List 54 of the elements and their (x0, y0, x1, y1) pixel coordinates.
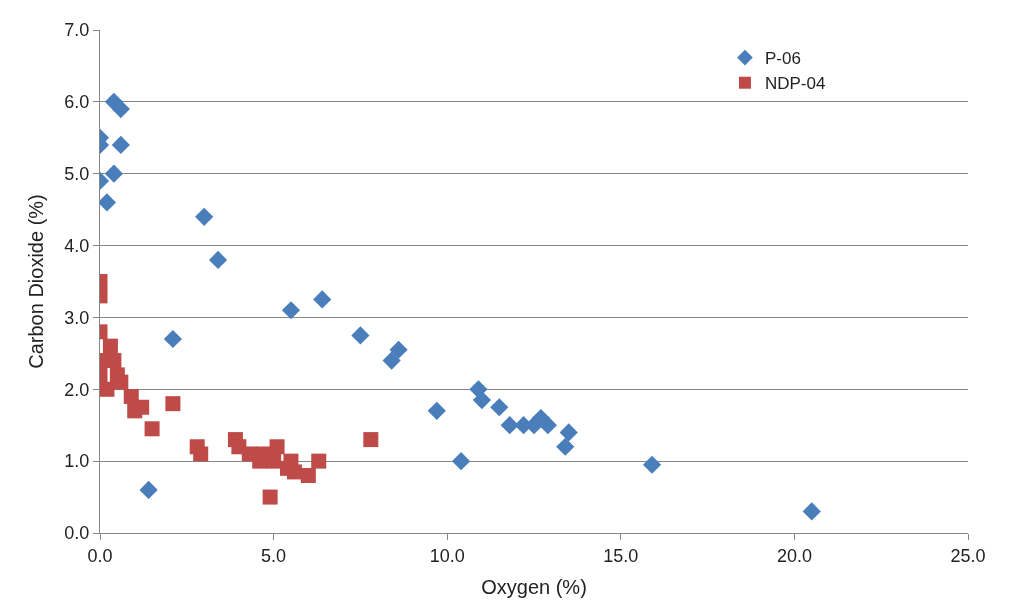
point (490, 398, 509, 417)
point (144, 421, 160, 437)
point (363, 432, 379, 448)
point (642, 455, 662, 474)
point (427, 401, 446, 420)
point (195, 207, 214, 226)
legend-label: NDP-04 (764, 74, 826, 94)
point (113, 374, 129, 390)
y-tick-label: 2.0 (64, 379, 90, 400)
y-tick-label: 0.0 (64, 523, 90, 544)
point (300, 468, 316, 484)
point (111, 99, 130, 119)
point (100, 381, 115, 397)
y-axis-title: Carbon Dioxide (%) (24, 194, 47, 369)
point (382, 351, 401, 370)
x-tick-label: 0.0 (87, 545, 113, 566)
point (311, 453, 327, 469)
y-tick-label: 4.0 (64, 235, 90, 256)
point (111, 135, 130, 155)
x-tick-label: 15.0 (603, 545, 639, 566)
point (104, 164, 123, 183)
x-tick-label: 20.0 (776, 545, 812, 566)
point (286, 464, 302, 480)
x-tick-label: 5.0 (261, 545, 287, 566)
point (193, 446, 209, 462)
point (281, 301, 301, 320)
point (100, 193, 117, 212)
point (451, 452, 471, 471)
y-tick-label: 3.0 (64, 307, 90, 328)
point (102, 338, 118, 354)
x-axis-title: Oxygen (%) (481, 576, 587, 599)
point (208, 250, 228, 270)
y-tick-label: 5.0 (64, 164, 90, 185)
point (472, 390, 492, 410)
point (269, 439, 285, 455)
point (559, 423, 578, 442)
point (313, 290, 332, 309)
point (165, 396, 181, 412)
point (500, 416, 519, 435)
y-tick-label: 6.0 (64, 92, 90, 113)
y-tick-label: 7.0 (64, 20, 90, 41)
point (351, 326, 370, 345)
point (163, 329, 183, 349)
legend-label: P-06 (764, 49, 801, 69)
point (266, 453, 282, 469)
point (106, 353, 122, 369)
point (802, 502, 821, 521)
x-tick-label: 10.0 (429, 545, 465, 566)
x-tick-label: 25.0 (950, 545, 986, 566)
point (139, 480, 158, 499)
point (389, 340, 408, 359)
point (262, 489, 278, 505)
point (556, 437, 575, 456)
y-tick-label: 1.0 (64, 451, 90, 472)
